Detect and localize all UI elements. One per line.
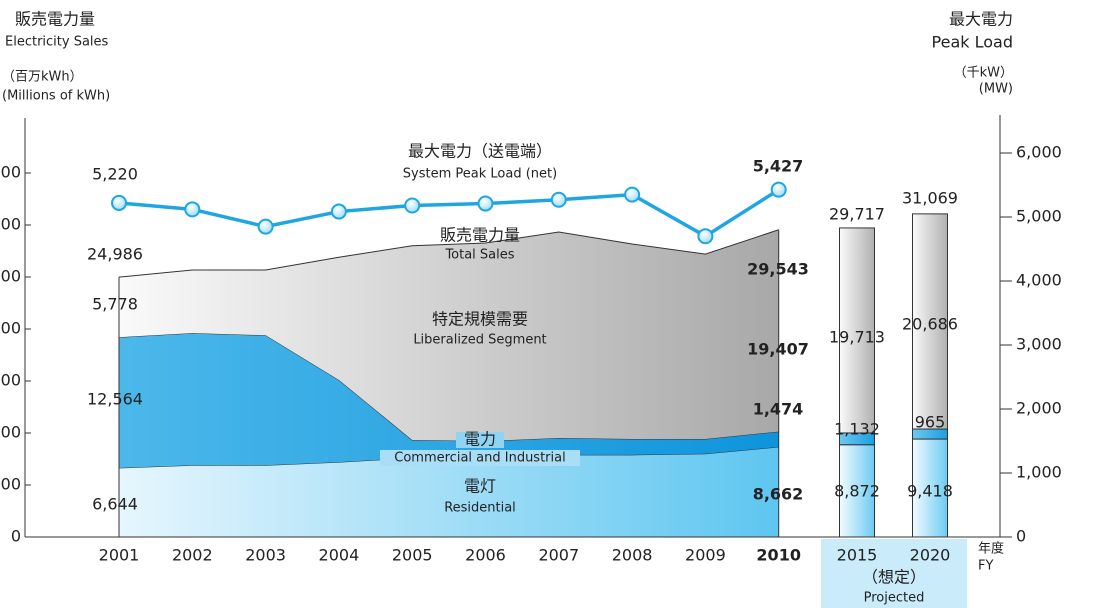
y2-unit: （千kW） [954, 66, 1013, 81]
label-bg [456, 432, 504, 448]
x-tick-label: 2005 [392, 546, 433, 565]
value-label: 24,986 [87, 245, 143, 264]
series-label: 電力 [464, 430, 496, 449]
peak-point [550, 191, 567, 208]
value-label: 12,564 [87, 390, 143, 409]
peak-point [624, 186, 641, 203]
x-tick-label: 2015 [837, 546, 878, 565]
value-label: 1,474 [753, 400, 804, 419]
series-label-en: Commercial and Industrial [394, 451, 565, 466]
y2-tick-label: 2,000 [1016, 399, 1062, 418]
y-title: 販売電力量 [15, 10, 95, 29]
peak-point [257, 218, 274, 235]
series-label-en: Residential [444, 501, 516, 516]
y2-title-en: Peak Load [932, 33, 1013, 52]
x-tick-label: 2003 [245, 546, 286, 565]
peak-point [184, 201, 201, 218]
y-tick-label: 30,000 [0, 215, 21, 234]
y2-tick-label: 3,000 [1016, 335, 1062, 354]
x-tick-label: 2020 [910, 546, 951, 565]
y-unit: （百万kWh） [2, 70, 83, 85]
projected-label-en: Projected [864, 591, 925, 606]
y2-tick-label: 0 [1016, 527, 1026, 546]
y2-tick-label: 1,000 [1016, 463, 1062, 482]
peak-line [118, 188, 780, 239]
value-label: 8,662 [753, 485, 804, 504]
x-tick-label: 2004 [319, 546, 360, 565]
x-title-en: FY [978, 559, 993, 574]
x-tick-label: 2001 [99, 546, 140, 565]
area-2 [119, 229, 779, 442]
x-tick-label: 2009 [685, 546, 726, 565]
y2-unit-en: (MW) [979, 82, 1013, 97]
x-tick-label: 2006 [465, 546, 506, 565]
peak-point [330, 203, 347, 220]
peak-point [404, 197, 421, 214]
value-label: 19,407 [747, 340, 809, 359]
y-tick-label: 20,000 [0, 319, 21, 338]
area-1 [119, 333, 779, 468]
value-label: 965 [915, 413, 946, 432]
y-tick-label: 15,000 [0, 371, 21, 390]
peak-point [477, 195, 494, 212]
label-bg [380, 450, 580, 466]
y2-tick-label: 4,000 [1016, 271, 1062, 290]
series-label-en: System Peak Load (net) [403, 167, 557, 182]
x-tick-label: 2007 [538, 546, 579, 565]
value-label: 6,644 [92, 495, 138, 514]
y-tick-label: 35,000 [0, 163, 21, 182]
x-tick-label: 2010 [756, 546, 801, 565]
x-tick-label: 2008 [612, 546, 653, 565]
y2-tick-label: 5,000 [1016, 207, 1062, 226]
peak-point [770, 181, 787, 198]
area-0 [119, 446, 779, 537]
series-label: 最大電力（送電端） [408, 142, 552, 161]
y-tick-label: 10,000 [0, 423, 21, 442]
value-label: 5,220 [92, 165, 138, 184]
value-label: 9,418 [907, 482, 953, 501]
y-tick-label: 25,000 [0, 267, 21, 286]
y-tick-label: 0 [11, 527, 21, 546]
value-label: 29,543 [747, 260, 809, 279]
value-label: 1,132 [834, 420, 880, 439]
y2-title: 最大電力 [949, 10, 1013, 29]
area-edge [118, 229, 779, 278]
projected-band [821, 539, 967, 608]
y-unit-en: (Millions of kWh) [2, 89, 110, 104]
value-label: 5,427 [753, 157, 804, 176]
projected-label: （想定） [862, 568, 926, 587]
series-label: 販売電力量 [440, 226, 520, 245]
value-label: 29,717 [829, 205, 885, 224]
value-label: 19,713 [829, 328, 885, 347]
series-label-en: Total Sales [444, 248, 514, 263]
projected-bar [839, 444, 875, 538]
series-label: 電灯 [464, 477, 496, 496]
value-label: 5,778 [92, 295, 138, 314]
series-label-en: Liberalized Segment [413, 333, 546, 348]
peak-point [697, 228, 714, 245]
x-title: 年度 [978, 541, 1004, 557]
y-title-en: Electricity Sales [5, 35, 109, 50]
y-tick-label: 5,000 [0, 475, 21, 494]
projected-bar [912, 213, 948, 430]
value-label: 31,069 [902, 189, 958, 208]
peak-point [111, 194, 127, 211]
projected-bar [839, 227, 875, 434]
y2-tick-label: 6,000 [1016, 143, 1062, 162]
value-label: 20,686 [902, 315, 958, 334]
x-tick-label: 2002 [172, 546, 213, 565]
value-label: 8,872 [834, 482, 880, 501]
series-label: 特定規模需要 [432, 310, 528, 329]
